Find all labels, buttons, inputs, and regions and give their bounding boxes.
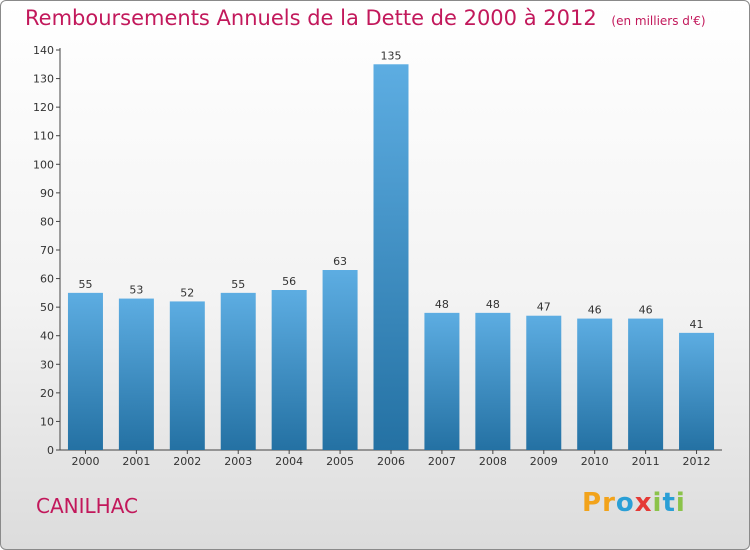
- logo-letter: x: [634, 488, 653, 518]
- bar: [67, 292, 103, 450]
- y-tick-label: 90: [40, 187, 54, 200]
- bar: [628, 318, 664, 450]
- y-tick-label: 70: [40, 244, 54, 257]
- x-tick-label: 2003: [224, 455, 252, 468]
- y-tick-label: 120: [33, 101, 54, 114]
- y-tick-label: 20: [40, 387, 54, 400]
- bar: [169, 301, 205, 450]
- bar-value-label: 135: [381, 49, 402, 62]
- bar-value-label: 46: [639, 304, 653, 317]
- bar: [220, 292, 256, 450]
- proxiti-logo: Proxiti: [582, 488, 686, 518]
- x-tick-label: 2007: [428, 455, 456, 468]
- y-tick-label: 0: [47, 444, 54, 457]
- logo-letter: t: [662, 488, 676, 518]
- bar: [271, 290, 307, 450]
- chart-title-text: Remboursements Annuels de la Dette de 20…: [25, 6, 597, 30]
- bar-value-label: 41: [690, 318, 704, 331]
- bar: [322, 270, 358, 450]
- logo-letter: i: [675, 488, 686, 518]
- x-tick-label: 2009: [530, 455, 558, 468]
- y-tick-label: 140: [33, 44, 54, 57]
- y-tick-label: 30: [40, 358, 54, 371]
- x-tick-label: 2012: [683, 455, 711, 468]
- x-tick-label: 2008: [479, 455, 507, 468]
- logo-letter: r: [602, 488, 616, 518]
- town-name: CANILHAC: [36, 494, 138, 518]
- bar-value-label: 55: [231, 278, 245, 291]
- bar-value-label: 48: [435, 298, 449, 311]
- x-tick-label: 2011: [632, 455, 660, 468]
- bar: [577, 318, 613, 450]
- x-tick-label: 2000: [71, 455, 99, 468]
- bar-value-label: 56: [282, 275, 296, 288]
- bar-value-label: 46: [588, 304, 602, 317]
- y-tick-label: 60: [40, 273, 54, 286]
- bar-value-label: 63: [333, 255, 347, 268]
- y-tick-label: 100: [33, 158, 54, 171]
- y-tick-label: 110: [33, 130, 54, 143]
- bar: [424, 312, 460, 450]
- logo-letter: o: [615, 488, 635, 518]
- chart-unit: (en milliers d'€): [611, 14, 706, 28]
- chart-title: Remboursements Annuels de la Dette de 20…: [25, 6, 706, 30]
- bar-value-label: 55: [78, 278, 92, 291]
- y-tick-label: 50: [40, 301, 54, 314]
- x-tick-label: 2005: [326, 455, 354, 468]
- y-tick-label: 130: [33, 73, 54, 86]
- bar: [373, 64, 409, 451]
- bar: [475, 312, 511, 450]
- x-tick-label: 2004: [275, 455, 303, 468]
- y-tick-label: 10: [40, 415, 54, 428]
- x-tick-label: 2002: [173, 455, 201, 468]
- bar-value-label: 53: [129, 284, 143, 297]
- y-tick-label: 80: [40, 215, 54, 228]
- bar: [118, 298, 154, 450]
- bar-value-label: 48: [486, 298, 500, 311]
- x-tick-label: 2006: [377, 455, 405, 468]
- x-tick-label: 2010: [581, 455, 609, 468]
- logo-letter: i: [652, 488, 663, 518]
- x-tick-label: 2001: [122, 455, 150, 468]
- bar-value-label: 47: [537, 301, 551, 314]
- bar-value-label: 52: [180, 286, 194, 299]
- bar: [679, 332, 715, 450]
- logo-letter: P: [582, 488, 603, 518]
- bar: [526, 315, 562, 450]
- y-tick-label: 40: [40, 330, 54, 343]
